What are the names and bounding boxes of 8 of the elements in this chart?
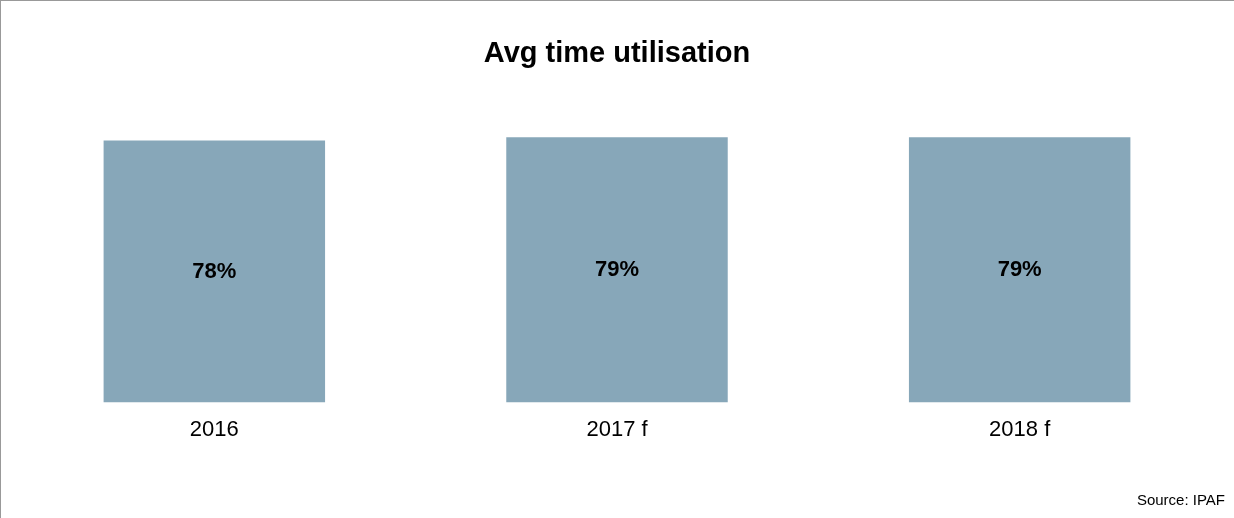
x-tick-label: 2018 f <box>989 415 1052 441</box>
source-note: Source: IPAF <box>1136 491 1225 508</box>
chart-title: Avg time utilisation <box>483 36 751 69</box>
x-tick-label: 2017 f <box>586 415 649 441</box>
data-label: 79% <box>997 255 1042 281</box>
data-label: 79% <box>594 255 640 281</box>
x-tick-label: 2016 <box>189 415 239 441</box>
data-label: 78% <box>192 257 237 283</box>
